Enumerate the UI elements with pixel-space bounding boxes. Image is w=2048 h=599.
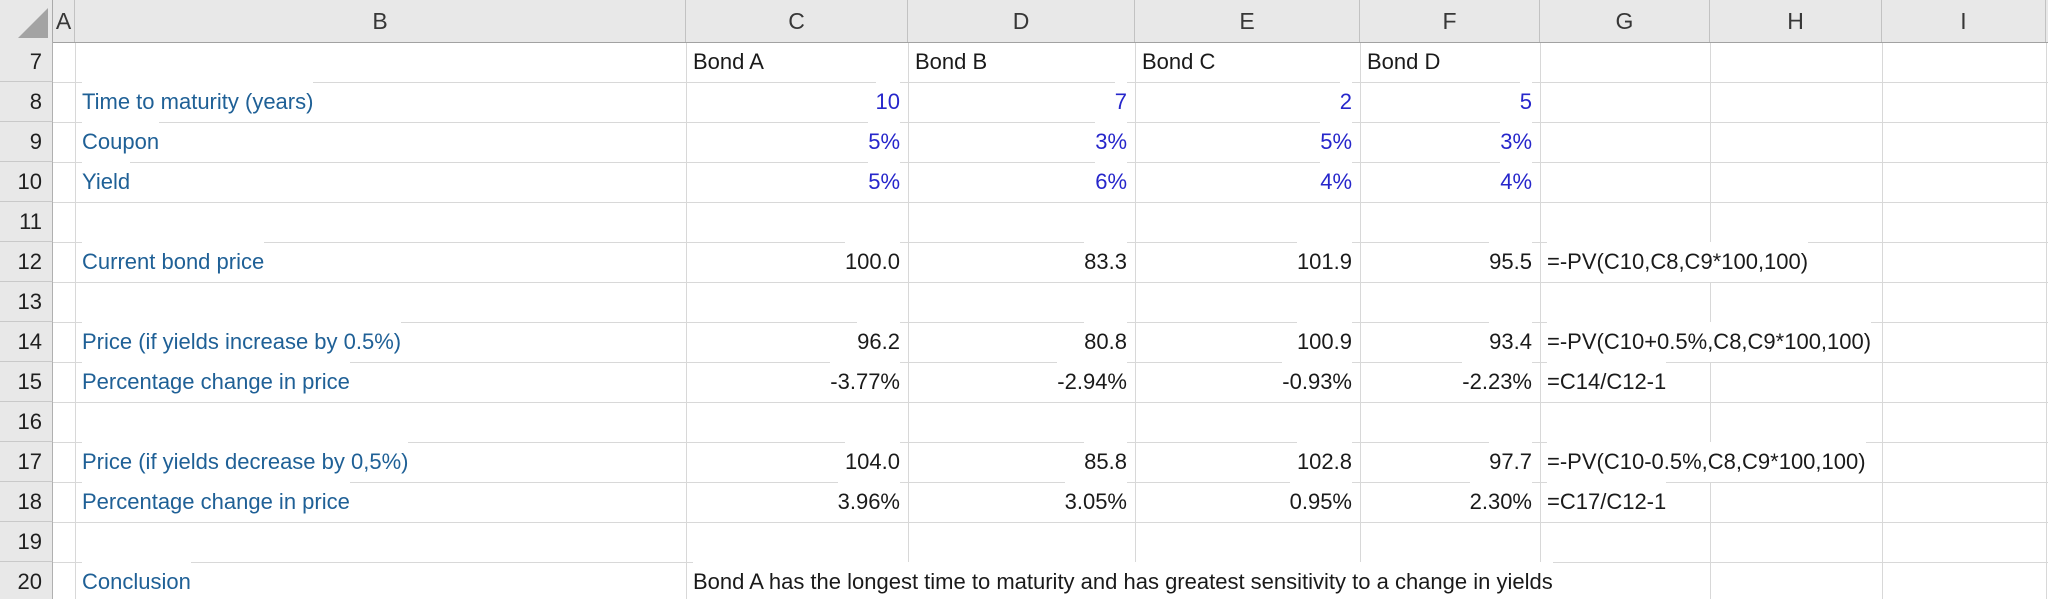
cell-G15[interactable]: =C14/C12-1: [1547, 362, 1667, 402]
cell-D17[interactable]: 85.8: [1084, 442, 1127, 482]
cell-F7[interactable]: Bond D: [1367, 42, 1441, 82]
cell-D8[interactable]: 7: [1114, 82, 1127, 122]
cell-B12[interactable]: Current bond price: [82, 242, 265, 282]
gridline: [53, 402, 2048, 403]
cell-C7[interactable]: Bond A: [693, 42, 764, 82]
cell-E7[interactable]: Bond C: [1142, 42, 1216, 82]
column-header-A[interactable]: A: [53, 0, 75, 42]
cell-D14[interactable]: 80.8: [1084, 322, 1127, 362]
row-header-18[interactable]: 18: [0, 482, 53, 522]
row-header-13[interactable]: 13: [0, 282, 53, 322]
column-header-E[interactable]: E: [1135, 0, 1360, 42]
column-header-H[interactable]: H: [1710, 0, 1882, 42]
gridline: [1540, 42, 1541, 599]
gridline: [53, 162, 2048, 163]
cell-F15[interactable]: -2.23%: [1462, 362, 1532, 402]
cell-C20[interactable]: Bond A has the longest time to maturity …: [693, 562, 1553, 599]
cell-B9[interactable]: Coupon: [82, 122, 160, 162]
column-header-D[interactable]: D: [908, 0, 1135, 42]
cell-D12[interactable]: 83.3: [1084, 242, 1127, 282]
gridline: [53, 242, 2048, 243]
cell-E14[interactable]: 100.9: [1296, 322, 1352, 362]
row-header-17[interactable]: 17: [0, 442, 53, 482]
cell-E9[interactable]: 5%: [1320, 122, 1352, 162]
row-header-19[interactable]: 19: [0, 522, 53, 562]
gridline: [1710, 42, 1711, 599]
gridline: [75, 42, 76, 599]
cell-D7[interactable]: Bond B: [915, 42, 988, 82]
gridline: [53, 522, 2048, 523]
cell-D15[interactable]: -2.94%: [1057, 362, 1127, 402]
gridline: [1360, 42, 1361, 599]
select-all-button[interactable]: [0, 0, 53, 42]
cell-F8[interactable]: 5: [1519, 82, 1532, 122]
row-header-20[interactable]: 20: [0, 562, 53, 599]
row-header-10[interactable]: 10: [0, 162, 53, 202]
column-header-B[interactable]: B: [75, 0, 686, 42]
gridline: [53, 362, 2048, 363]
column-header-G[interactable]: G: [1540, 0, 1710, 42]
select-all-triangle-icon: [18, 8, 48, 38]
cell-F17[interactable]: 97.7: [1489, 442, 1532, 482]
gridline: [53, 322, 2048, 323]
row-header-8[interactable]: 8: [0, 82, 53, 122]
cell-F12[interactable]: 95.5: [1489, 242, 1532, 282]
cell-B15[interactable]: Percentage change in price: [82, 362, 350, 402]
cell-C10[interactable]: 5%: [868, 162, 900, 202]
column-header-I[interactable]: I: [1882, 0, 2046, 42]
row-header-12[interactable]: 12: [0, 242, 53, 282]
gridline: [53, 442, 2048, 443]
cell-B14[interactable]: Price (if yields increase by 0.5%): [82, 322, 402, 362]
cell-D10[interactable]: 6%: [1095, 162, 1127, 202]
cell-C18[interactable]: 3.96%: [837, 482, 900, 522]
cell-E12[interactable]: 101.9: [1296, 242, 1352, 282]
cell-C17[interactable]: 104.0: [844, 442, 900, 482]
cell-C9[interactable]: 5%: [868, 122, 900, 162]
cell-C12[interactable]: 100.0: [844, 242, 900, 282]
column-header-F[interactable]: F: [1360, 0, 1540, 42]
row-header-15[interactable]: 15: [0, 362, 53, 402]
cell-F9[interactable]: 3%: [1500, 122, 1532, 162]
row-header-16[interactable]: 16: [0, 402, 53, 442]
gridline: [53, 482, 2048, 483]
cell-F14[interactable]: 93.4: [1489, 322, 1532, 362]
cell-C15[interactable]: -3.77%: [830, 362, 900, 402]
cell-F18[interactable]: 2.30%: [1469, 482, 1532, 522]
gridline: [53, 202, 2048, 203]
cell-G17[interactable]: =-PV(C10-0.5%,C8,C9*100,100): [1547, 442, 1866, 482]
row-header-14[interactable]: 14: [0, 322, 53, 362]
cell-B8[interactable]: Time to maturity (years): [82, 82, 314, 122]
row-header-9[interactable]: 9: [0, 122, 53, 162]
cell-B20[interactable]: Conclusion: [82, 562, 191, 599]
gridline: [1135, 42, 1136, 599]
cell-E18[interactable]: 0.95%: [1289, 482, 1352, 522]
cell-G12[interactable]: =-PV(C10,C8,C9*100,100): [1547, 242, 1809, 282]
column-header-C[interactable]: C: [686, 0, 908, 42]
cell-G14[interactable]: =-PV(C10+0.5%,C8,C9*100,100): [1547, 322, 1872, 362]
row-header-7[interactable]: 7: [0, 42, 53, 82]
cell-C14[interactable]: 96.2: [857, 322, 900, 362]
gridline: [686, 42, 687, 599]
gridline: [53, 122, 2048, 123]
cell-D9[interactable]: 3%: [1095, 122, 1127, 162]
cell-E10[interactable]: 4%: [1320, 162, 1352, 202]
cell-C8[interactable]: 10: [875, 82, 900, 122]
row-header-11[interactable]: 11: [0, 202, 53, 242]
gridline: [908, 42, 909, 599]
cell-E15[interactable]: -0.93%: [1282, 362, 1352, 402]
gridline: [53, 282, 2048, 283]
gridline: [1882, 42, 1883, 599]
gridline: [53, 82, 2048, 83]
cell-B18[interactable]: Percentage change in price: [82, 482, 350, 522]
cell-E17[interactable]: 102.8: [1296, 442, 1352, 482]
cell-F10[interactable]: 4%: [1500, 162, 1532, 202]
gridline: [2046, 42, 2047, 599]
cell-D18[interactable]: 3.05%: [1064, 482, 1127, 522]
cell-G18[interactable]: =C17/C12-1: [1547, 482, 1667, 522]
cell-B17[interactable]: Price (if yields decrease by 0,5%): [82, 442, 409, 482]
cell-E8[interactable]: 2: [1339, 82, 1352, 122]
cell-B10[interactable]: Yield: [82, 162, 131, 202]
